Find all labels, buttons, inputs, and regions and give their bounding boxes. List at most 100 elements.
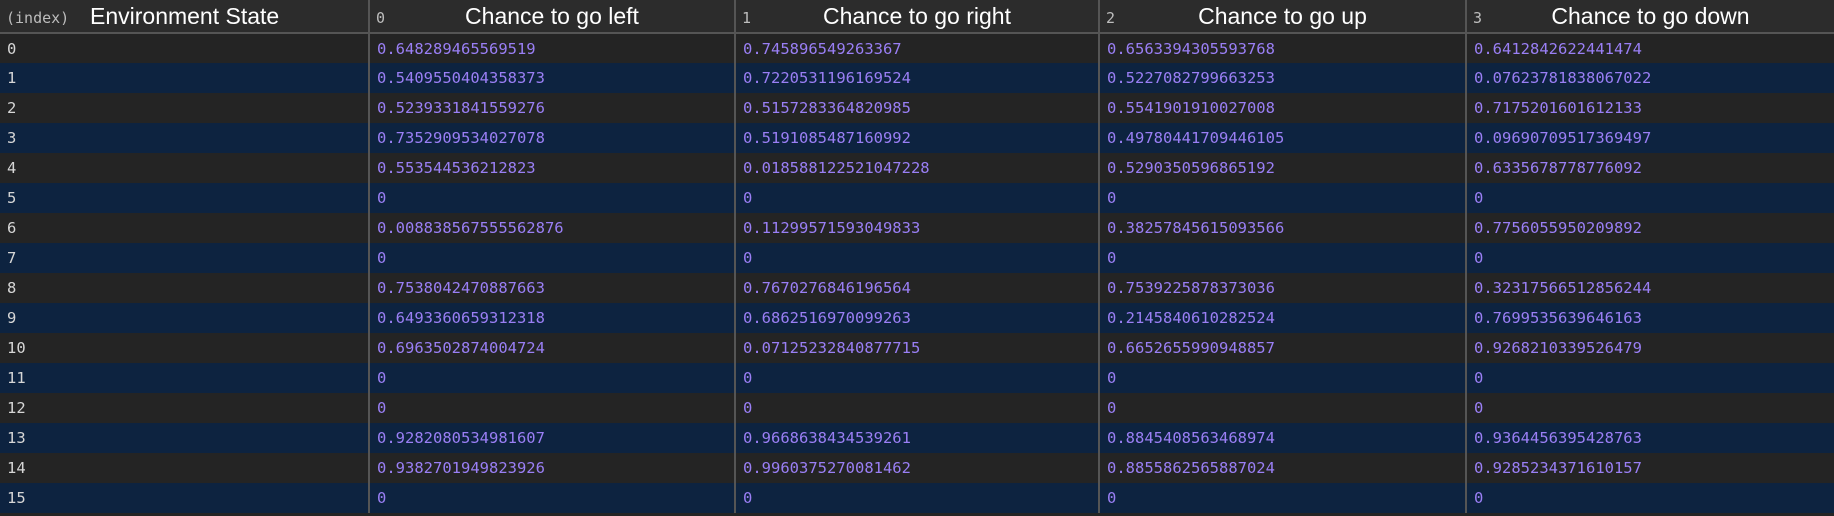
chance-down-cell: 0.09690709517369497 bbox=[1474, 129, 1652, 147]
chance-up-cell: 0.8845408563468974 bbox=[1099, 423, 1467, 453]
chance-right-cell: 0.5191085487160992 bbox=[735, 123, 1100, 153]
chance-right-cell: 0.018588122521047228 bbox=[735, 153, 1100, 183]
row-state-cell: 15 bbox=[0, 483, 370, 513]
row-state-cell: 5 bbox=[0, 183, 370, 213]
chance-right-cell: 0.7670276846196564 bbox=[735, 273, 1100, 303]
chance-up-cell: 0 bbox=[1099, 363, 1467, 393]
chance-up-cell: 0.8855862565887024 bbox=[1099, 453, 1467, 483]
chance-left-cell: 0.7538042470887663 bbox=[369, 273, 736, 303]
chance-down-cell: 0.9364456395428763 bbox=[1474, 429, 1642, 447]
chance-down-cell: 0.9285234371610157 bbox=[1474, 459, 1642, 477]
column-index-label: 2 bbox=[1106, 9, 1116, 27]
chance-right-cell: 0 bbox=[735, 243, 1100, 273]
chance-up-cell: 0 bbox=[1099, 243, 1467, 273]
chance-down-cell: 0.7175201601612133 bbox=[1474, 99, 1642, 117]
table-row: 4 0.553544536212823 0.018588122521047228 0.… bbox=[0, 153, 1834, 183]
column-header-label: Chance to go up bbox=[1198, 2, 1367, 29]
column-index-label: 0 bbox=[376, 9, 386, 27]
chance-up-cell: 0.2145840610282524 bbox=[1099, 303, 1467, 333]
row-state-cell: 3 bbox=[0, 123, 370, 153]
chance-down-cell: 0.07623781838067022 bbox=[1474, 69, 1652, 87]
chance-down-cell: 0.32317566512856244 bbox=[1474, 279, 1652, 297]
column-header-label: Chance to go right bbox=[823, 2, 1011, 29]
table-row: 12 0 0 0 0 bbox=[0, 393, 1834, 423]
chance-up-cell: 0.49780441709446105 bbox=[1099, 123, 1467, 153]
column-header-environment-state: (index) Environment State bbox=[0, 0, 370, 34]
chance-down-cell: 0.6412842622441474 bbox=[1474, 39, 1642, 58]
row-state-cell: 13 bbox=[0, 423, 370, 453]
table-row: 13 0.9282080534981607 0.9668638434539261 0.… bbox=[0, 423, 1834, 453]
chance-down-cell: 0.9268210339526479 bbox=[1474, 339, 1642, 357]
chance-right-cell: 0.7220531196169524 bbox=[735, 63, 1100, 93]
chance-up-cell: 0.5227082799663253 bbox=[1099, 63, 1467, 93]
row-state-cell: 1 bbox=[0, 63, 370, 93]
column-header-label: Environment State bbox=[90, 3, 280, 29]
column-index-label: 3 bbox=[1473, 9, 1483, 27]
row-state-cell: 9 bbox=[0, 303, 370, 333]
chance-up-cell: 0 bbox=[1099, 393, 1467, 423]
chance-right-cell: 0.07125232840877715 bbox=[735, 333, 1100, 363]
table-row: 6 0.008838567555562876 0.11299571593049833… bbox=[0, 213, 1834, 243]
chance-right-cell: 0.745896549263367 bbox=[735, 33, 1100, 63]
chance-right-cell: 0.5157283364820985 bbox=[735, 93, 1100, 123]
table-header-row: (index) Environment State 0 Chance to go… bbox=[0, 0, 1834, 34]
row-state-cell: 11 bbox=[0, 363, 370, 393]
table-row: 8 0.7538042470887663 0.7670276846196564 0.7… bbox=[0, 273, 1834, 303]
table-row: 14 0.9382701949823926 0.9960375270081462 0.… bbox=[0, 453, 1834, 483]
table-row: 15 0 0 0 0 bbox=[0, 483, 1834, 513]
chance-left-cell: 0.648289465569519 bbox=[369, 33, 736, 63]
chance-left-cell: 0 bbox=[369, 243, 736, 273]
chance-left-cell: 0.7352909534027078 bbox=[369, 123, 736, 153]
chance-left-cell: 0 bbox=[369, 393, 736, 423]
chance-left-cell: 0 bbox=[369, 363, 736, 393]
chance-down-cell: 0 bbox=[1474, 399, 1484, 417]
chance-down-cell: 0.7699535639646163 bbox=[1474, 309, 1642, 327]
chance-down-cell: 0 bbox=[1474, 489, 1484, 507]
row-state-cell: 4 bbox=[0, 153, 370, 183]
chance-left-cell: 0 bbox=[369, 183, 736, 213]
chance-left-cell: 0.008838567555562876 bbox=[369, 213, 736, 243]
chance-down-cell: 0 bbox=[1474, 369, 1484, 387]
chance-up-cell: 0.6563394305593768 bbox=[1099, 33, 1467, 63]
column-header-down: 3 Chance to go down bbox=[1466, 0, 1834, 34]
column-header-label: Chance to go left bbox=[465, 2, 639, 29]
chance-right-cell: 0.9668638434539261 bbox=[735, 423, 1100, 453]
chance-left-cell: 0.5409550404358373 bbox=[369, 63, 736, 93]
chance-left-cell: 0.9282080534981607 bbox=[369, 423, 736, 453]
chance-up-cell: 0 bbox=[1099, 483, 1467, 513]
index-column-label: (index) bbox=[6, 9, 70, 27]
column-header-left: 0 Chance to go left bbox=[369, 0, 736, 34]
chance-up-cell: 0.5290350596865192 bbox=[1099, 153, 1467, 183]
column-header-label: Chance to go down bbox=[1551, 2, 1750, 29]
chance-right-cell: 0.9960375270081462 bbox=[735, 453, 1100, 483]
chance-up-cell: 0.38257845615093566 bbox=[1099, 213, 1467, 243]
chance-right-cell: 0.11299571593049833 bbox=[735, 213, 1100, 243]
row-state-cell: 10 bbox=[0, 333, 370, 363]
chance-right-cell: 0 bbox=[735, 483, 1100, 513]
chance-up-cell: 0 bbox=[1099, 183, 1467, 213]
chance-left-cell: 0.6963502874004724 bbox=[369, 333, 736, 363]
chance-down-cell: 0.7756055950209892 bbox=[1474, 219, 1642, 237]
column-header-right: 1 Chance to go right bbox=[735, 0, 1100, 34]
row-state-cell: 6 bbox=[0, 213, 370, 243]
column-header-up: 2 Chance to go up bbox=[1099, 0, 1467, 34]
table-row: 0 0.648289465569519 0.745896549263367 0.656… bbox=[0, 33, 1834, 63]
row-state-cell: 2 bbox=[0, 93, 370, 123]
chance-down-cell: 0 bbox=[1474, 189, 1484, 207]
table-row: 3 0.7352909534027078 0.5191085487160992 0.4… bbox=[0, 123, 1834, 153]
chance-left-cell: 0.5239331841559276 bbox=[369, 93, 736, 123]
table-row: 9 0.6493360659312318 0.6862516970099263 0.2… bbox=[0, 303, 1834, 333]
table-row: 10 0.6963502874004724 0.07125232840877715 0… bbox=[0, 333, 1834, 363]
chance-up-cell: 0.5541901910027008 bbox=[1099, 93, 1467, 123]
row-state-cell: 14 bbox=[0, 453, 370, 483]
table-row: 2 0.5239331841559276 0.5157283364820985 0.5… bbox=[0, 93, 1834, 123]
table-body: 0 0.648289465569519 0.745896549263367 0.656… bbox=[0, 33, 1834, 513]
chance-down-cell: 0 bbox=[1474, 249, 1484, 267]
row-state-cell: 0 bbox=[0, 33, 370, 63]
chance-down-cell: 0.6335678778776092 bbox=[1474, 159, 1642, 177]
chance-right-cell: 0 bbox=[735, 183, 1100, 213]
